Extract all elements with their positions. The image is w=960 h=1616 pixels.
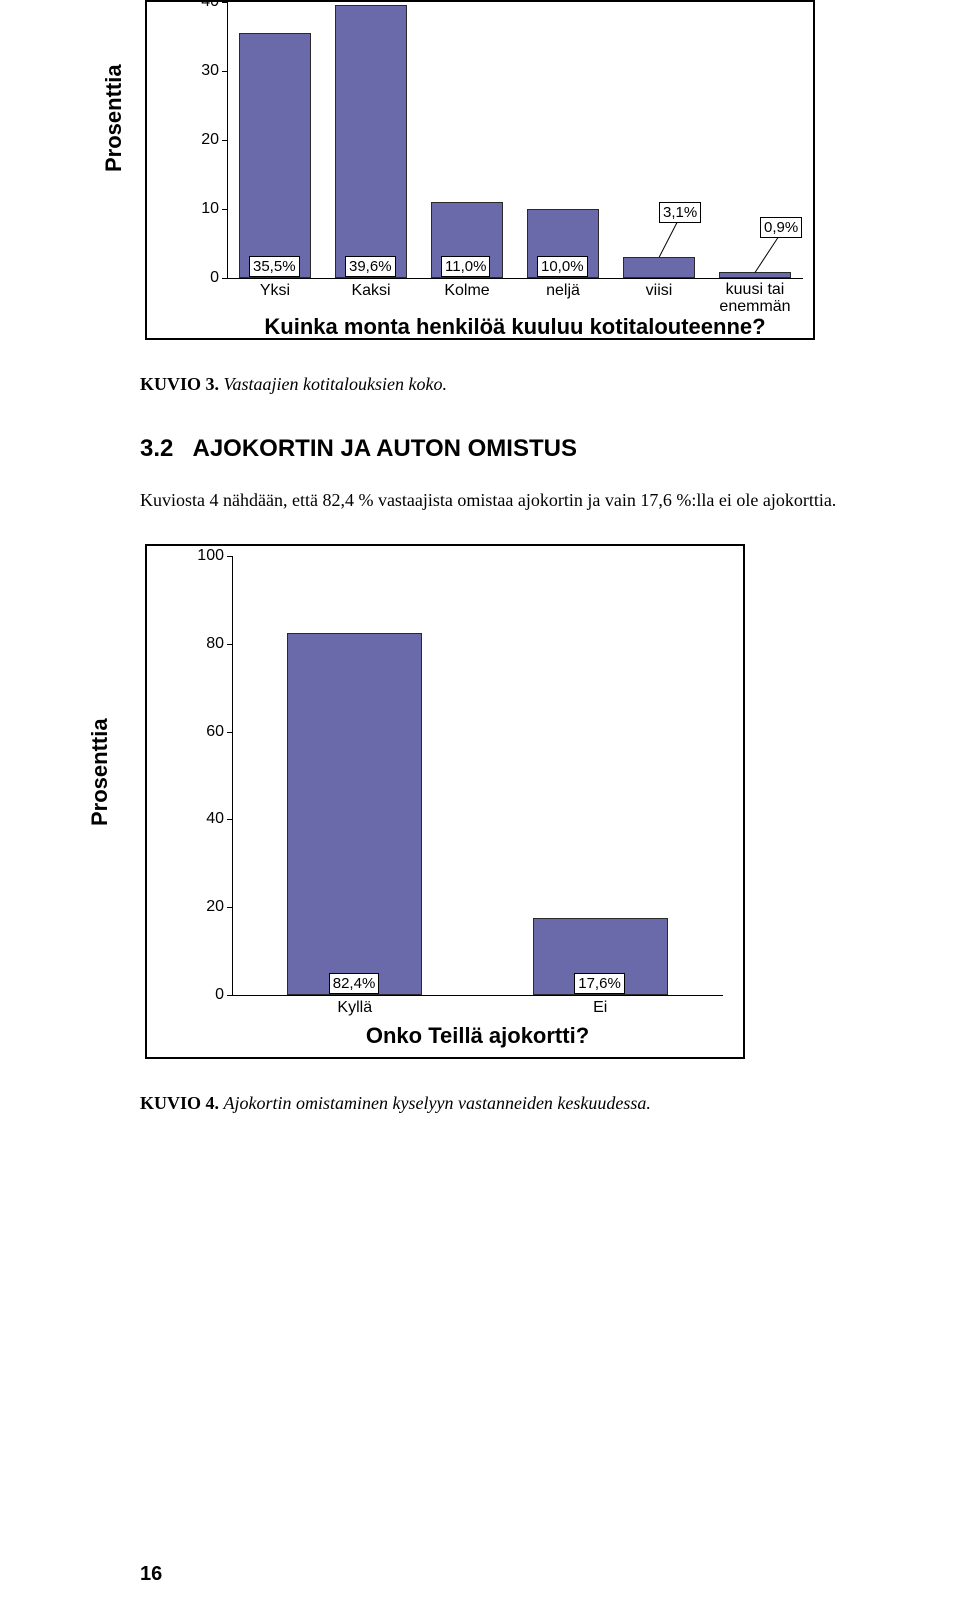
leader-line: [659, 222, 678, 257]
ytick-label: 60: [184, 723, 224, 741]
category-label: Ei: [593, 999, 607, 1017]
category-label: Kolme: [444, 282, 489, 300]
ytick-label: 40: [179, 0, 219, 11]
value-label: 10,0%: [537, 256, 588, 277]
ytick-label: 0: [184, 986, 224, 1004]
category-label: neljä: [546, 282, 580, 300]
section-number: 3.2: [140, 435, 173, 462]
section-title: AJOKORTIN JA AUTON OMISTUS: [193, 435, 577, 462]
ytick-label: 20: [179, 131, 219, 149]
chart1-plot: 010203040Yksi35,5%Kaksi39,6%Kolme11,0%ne…: [227, 2, 803, 278]
bar: [623, 257, 695, 278]
chart2-ylabel: Prosenttia: [87, 718, 113, 826]
value-label: 17,6%: [574, 973, 625, 994]
caption-label: KUVIO 3.: [140, 374, 219, 394]
body-paragraph: Kuviosta 4 nähdään, että 82,4 % vastaaji…: [140, 487, 840, 514]
value-label: 11,0%: [441, 256, 490, 277]
caption-text: Vastaajien kotitalouksien koko.: [224, 374, 447, 394]
category-label: Yksi: [260, 282, 290, 300]
ytick-label: 80: [184, 635, 224, 653]
bar: [287, 633, 422, 995]
caption-kuvio4: KUVIO 4. Ajokortin omistaminen kyselyyn …: [140, 1093, 840, 1114]
ytick-label: 20: [184, 898, 224, 916]
section-heading: 3.2 AJOKORTIN JA AUTON OMISTUS: [140, 435, 840, 463]
category-label: Kaksi: [351, 282, 390, 300]
y-axis-line: [227, 2, 228, 278]
ytick-label: 30: [179, 62, 219, 80]
chart-household-size: Prosenttia 010203040Yksi35,5%Kaksi39,6%K…: [145, 0, 815, 340]
bar: [239, 33, 311, 278]
chart1-ylabel: Prosenttia: [101, 64, 127, 172]
value-label: 82,4%: [329, 973, 380, 994]
leader-line: [755, 237, 779, 273]
caption-kuvio3: KUVIO 3. Vastaajien kotitalouksien koko.: [140, 374, 840, 395]
category-label: kuusi tai enemmän: [715, 282, 795, 316]
value-label: 3,1%: [659, 202, 701, 223]
caption-label: KUVIO 4.: [140, 1093, 219, 1113]
bar: [335, 5, 407, 278]
value-label: 35,5%: [249, 256, 300, 277]
category-label: Kyllä: [337, 999, 372, 1017]
ytick-label: 10: [179, 200, 219, 218]
x-axis-line: [232, 995, 723, 996]
ytick-label: 100: [184, 547, 224, 565]
x-axis-title: Kuinka monta henkilöä kuuluu kotitaloute…: [264, 314, 765, 340]
value-label: 0,9%: [760, 217, 802, 238]
x-axis-line: [227, 278, 803, 279]
chart-license-ownership: Prosenttia 020406080100Kyllä82,4%Ei17,6%…: [145, 544, 745, 1059]
value-label: 39,6%: [345, 256, 396, 277]
ytick-label: 0: [179, 269, 219, 287]
page-number: 16: [140, 1563, 162, 1586]
x-axis-title: Onko Teillä ajokortti?: [366, 1023, 589, 1049]
document-page: Prosenttia 010203040Yksi35,5%Kaksi39,6%K…: [0, 0, 960, 1616]
caption-text: Ajokortin omistaminen kyselyyn vastannei…: [224, 1093, 651, 1113]
y-axis-line: [232, 556, 233, 995]
category-label: viisi: [646, 282, 673, 300]
ytick-label: 40: [184, 810, 224, 828]
chart2-plot: 020406080100Kyllä82,4%Ei17,6%Onko Teillä…: [232, 556, 723, 995]
